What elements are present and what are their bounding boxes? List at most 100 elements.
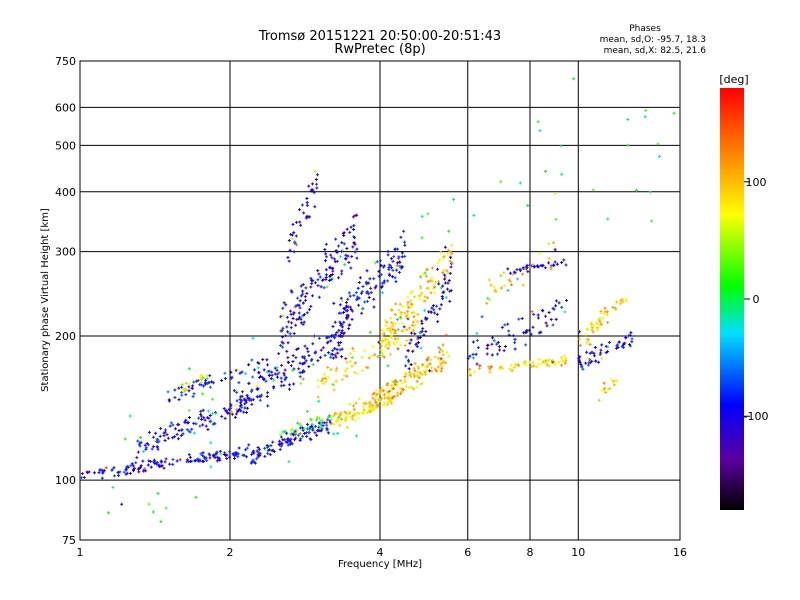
data-point [238,407,242,411]
data-point [286,341,290,345]
data-point [263,454,267,458]
data-point [532,364,536,368]
data-point [286,256,290,260]
data-point [508,271,512,275]
data-point [307,354,311,358]
data-point [608,387,612,391]
data-point [171,423,175,427]
data-point [400,321,404,325]
data-point [357,281,361,285]
data-point [385,390,389,394]
data-point [231,452,235,456]
data-point [365,291,369,295]
data-point [406,358,410,362]
data-point [390,396,394,400]
data-point [345,317,349,321]
data-point [166,390,170,394]
data-point [444,361,448,365]
data-point [378,391,382,395]
data-point [496,340,500,344]
data-point [223,371,227,375]
data-point [486,365,490,369]
data-point [131,468,135,472]
data-point [190,427,194,431]
data-point [513,347,517,351]
data-point [406,295,410,299]
data-point [305,197,309,201]
colorbar [720,88,744,510]
data-point [417,376,421,380]
data-point [245,393,249,397]
data-point [393,329,397,333]
data-point [420,382,424,386]
data-point [346,254,350,258]
data-point [237,381,241,385]
data-point [435,267,439,271]
data-point [554,299,558,303]
data-point [295,243,299,247]
data-point [410,331,414,335]
data-point [492,285,496,289]
data-point [304,216,308,220]
data-point [382,401,386,405]
data-point [412,387,416,391]
data-point [412,315,416,319]
data-point [322,382,326,386]
data-point [363,300,367,304]
data-point [263,446,267,450]
data-point [288,248,292,252]
data-point [314,281,318,285]
data-point [562,354,566,358]
data-point [398,392,402,396]
data-point [345,227,349,231]
data-point [310,418,314,422]
data-point [116,470,120,474]
data-point [288,383,292,387]
data-point [581,367,585,371]
data-point [284,303,288,307]
data-point [448,299,452,303]
data-point [423,370,427,374]
data-point [203,418,207,422]
data-point [275,375,279,379]
data-point [321,278,325,282]
data-point [272,450,276,454]
data-point [382,396,386,400]
data-point [334,379,338,383]
data-point [217,456,221,460]
x-tick-label: 8 [527,546,534,559]
data-point [324,255,328,259]
data-point [352,241,356,245]
data-point [515,268,519,272]
data-point [223,451,227,455]
data-point [233,415,237,419]
data-point [279,384,283,388]
data-point [427,310,431,314]
data-point [471,356,475,360]
data-point [163,430,167,434]
data-point [622,342,626,346]
data-point [410,323,414,327]
data-point [184,381,188,385]
data-point [577,330,581,334]
data-point [365,269,369,273]
data-point [386,364,390,368]
data-point [394,280,398,284]
data-point [210,412,214,416]
data-point [337,328,341,332]
data-point [525,265,529,269]
data-point [199,376,203,380]
data-point [560,358,564,362]
data-point [156,440,160,444]
data-point [277,439,281,443]
data-point [235,390,239,394]
data-point [298,422,302,426]
data-point [400,251,404,255]
data-point [430,279,434,283]
data-point [305,291,309,295]
data-point [365,365,369,369]
data-point [598,353,602,357]
data-point [300,370,304,374]
data-point [443,281,447,285]
data-point [251,450,255,454]
